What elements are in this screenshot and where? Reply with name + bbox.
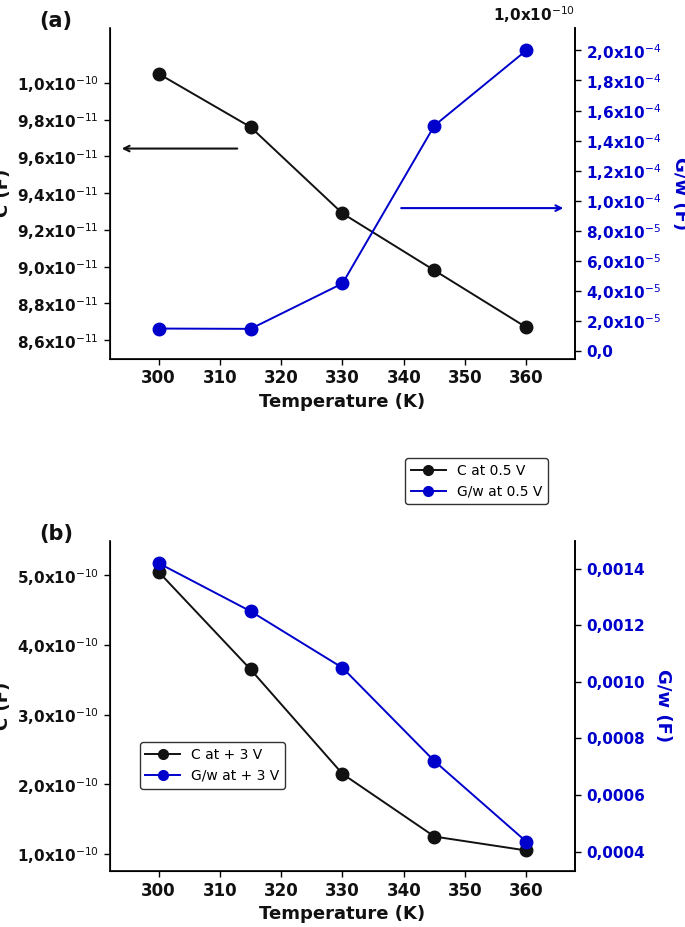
Y-axis label: C (F): C (F) xyxy=(0,682,12,730)
Legend: C at + 3 V, G/w at + 3 V: C at + 3 V, G/w at + 3 V xyxy=(140,743,285,789)
Y-axis label: G/w (F): G/w (F) xyxy=(671,157,685,230)
Text: (b): (b) xyxy=(40,524,74,544)
X-axis label: Temperature (K): Temperature (K) xyxy=(260,906,425,923)
Text: 1,0x10$^{-10}$: 1,0x10$^{-10}$ xyxy=(493,4,575,24)
Text: (a): (a) xyxy=(40,11,73,32)
X-axis label: Temperature (K): Temperature (K) xyxy=(260,393,425,411)
Y-axis label: C (F): C (F) xyxy=(0,169,12,217)
Y-axis label: G/w (F): G/w (F) xyxy=(654,669,673,743)
Legend: C at 0.5 V, G/w at 0.5 V: C at 0.5 V, G/w at 0.5 V xyxy=(406,458,548,504)
